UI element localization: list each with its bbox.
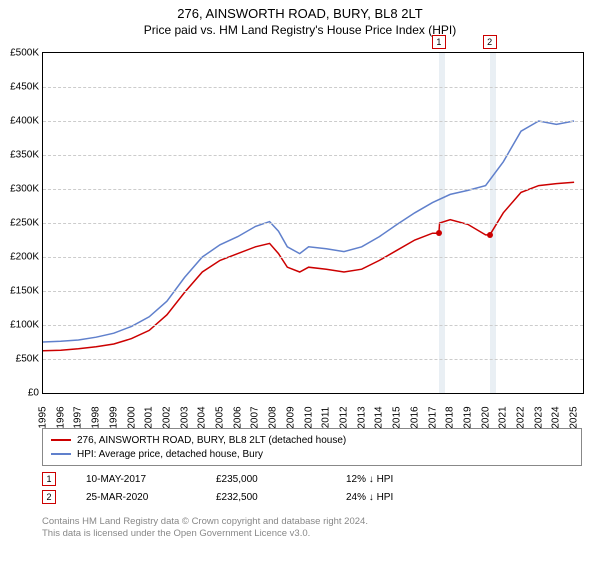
sales-cell-price: £232,500: [216, 492, 346, 503]
gridline-h: [43, 359, 583, 360]
ytick-label: £100K: [1, 320, 39, 331]
sales-row: 1 10-MAY-2017£235,00012% ↓ HPI: [42, 470, 582, 488]
legend-label: HPI: Average price, detached house, Bury: [77, 449, 263, 460]
ytick-label: £500K: [1, 48, 39, 59]
gridline-h: [43, 291, 583, 292]
legend-label: 276, AINSWORTH ROAD, BURY, BL8 2LT (deta…: [77, 435, 346, 446]
marker-box: 1: [432, 35, 446, 49]
sales-row: 2 25-MAR-2020£232,50024% ↓ HPI: [42, 488, 582, 506]
legend-swatch: [51, 439, 71, 441]
ytick-label: £150K: [1, 286, 39, 297]
ytick-label: £200K: [1, 252, 39, 263]
gridline-h: [43, 189, 583, 190]
gridline-h: [43, 121, 583, 122]
gridline-h: [43, 223, 583, 224]
footer-line-2: This data is licensed under the Open Gov…: [42, 528, 368, 540]
chart-plot-area: £0£50K£100K£150K£200K£250K£300K£350K£400…: [42, 52, 584, 394]
sales-row-marker: 2: [42, 490, 56, 504]
sales-cell-delta: 12% ↓ HPI: [346, 474, 476, 485]
gridline-h: [43, 257, 583, 258]
sales-cell-price: £235,000: [216, 474, 346, 485]
gridline-h: [43, 87, 583, 88]
ytick-label: £350K: [1, 150, 39, 161]
ytick-label: £400K: [1, 116, 39, 127]
ytick-label: £50K: [1, 354, 39, 365]
ytick-label: £0: [1, 388, 39, 399]
ytick-label: £450K: [1, 82, 39, 93]
chart-footer: Contains HM Land Registry data © Crown c…: [42, 516, 368, 541]
gridline-h: [43, 155, 583, 156]
footer-line-1: Contains HM Land Registry data © Crown c…: [42, 516, 368, 528]
gridline-h: [43, 325, 583, 326]
chart-title: 276, AINSWORTH ROAD, BURY, BL8 2LT: [0, 6, 600, 21]
sales-cell-date: 25-MAR-2020: [86, 492, 216, 503]
sale-dot: [436, 230, 442, 236]
chart-legend: 276, AINSWORTH ROAD, BURY, BL8 2LT (deta…: [42, 428, 582, 466]
sales-table: 1 10-MAY-2017£235,00012% ↓ HPI 2 25-MAR-202…: [42, 470, 582, 506]
ytick-label: £300K: [1, 184, 39, 195]
sales-row-marker: 1: [42, 472, 56, 486]
legend-item: HPI: Average price, detached house, Bury: [51, 447, 573, 461]
legend-swatch: [51, 453, 71, 455]
chart-subtitle: Price paid vs. HM Land Registry's House …: [0, 23, 600, 37]
marker-box: 2: [483, 35, 497, 49]
sales-cell-date: 10-MAY-2017: [86, 474, 216, 485]
sales-cell-delta: 24% ↓ HPI: [346, 492, 476, 503]
ytick-label: £250K: [1, 218, 39, 229]
legend-item: 276, AINSWORTH ROAD, BURY, BL8 2LT (deta…: [51, 433, 573, 447]
sale-dot: [487, 232, 493, 238]
